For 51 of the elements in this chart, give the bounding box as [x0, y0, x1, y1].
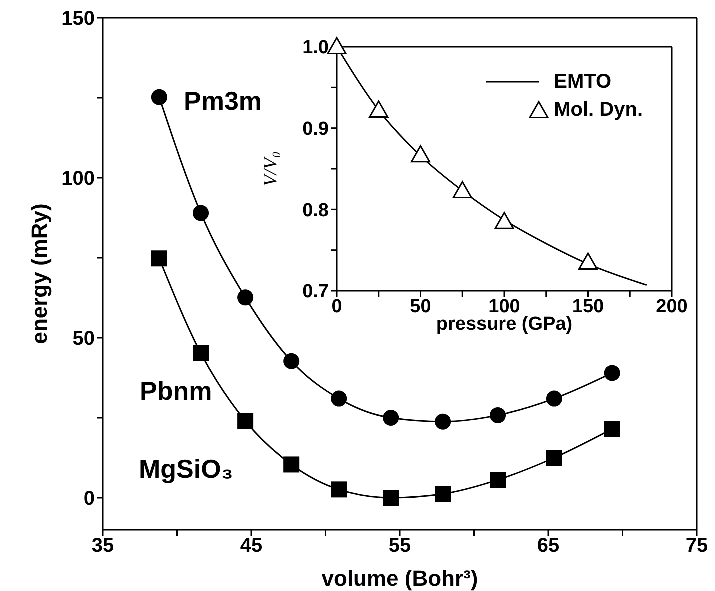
- annotation: MgSiO₃: [139, 454, 234, 485]
- x-tick-label: 0: [332, 296, 342, 318]
- x-tick-label: 55: [388, 535, 412, 558]
- point: [490, 407, 506, 424]
- legend-label: EMTO: [554, 70, 612, 94]
- y-tick-label: 1.0: [302, 38, 329, 59]
- x-tick-label: 50: [410, 296, 432, 318]
- y-tick-label: 0.7: [302, 282, 329, 303]
- y-tick-label: 0.8: [302, 200, 329, 222]
- point: [546, 390, 562, 407]
- point: [238, 413, 254, 430]
- point: [578, 252, 598, 270]
- point: [411, 145, 430, 163]
- point: [604, 421, 620, 438]
- point: [369, 100, 389, 118]
- point: [284, 353, 300, 370]
- point: [331, 482, 348, 498]
- point: [284, 456, 300, 473]
- point: [151, 89, 168, 106]
- point: [435, 486, 452, 502]
- y-axis-title: V/V₀: [260, 151, 282, 187]
- x-tick-label: 35: [92, 535, 114, 558]
- point: [193, 205, 210, 222]
- point: [193, 345, 210, 362]
- point: [435, 414, 452, 430]
- legend-label: Mol. Dyn.: [554, 98, 643, 122]
- annotation: Pbnm: [140, 376, 212, 407]
- point: [494, 212, 514, 230]
- y-tick-label: 150: [62, 8, 95, 30]
- point: [490, 472, 506, 488]
- x-axis-title: volume (Bohr³): [322, 566, 478, 591]
- point: [604, 365, 620, 382]
- point: [452, 181, 472, 198]
- point: [546, 450, 562, 466]
- point: [383, 410, 400, 426]
- y-tick-label: 50: [72, 328, 95, 350]
- x-tick-label: 200: [656, 296, 688, 318]
- point: [383, 490, 400, 506]
- point: [327, 37, 347, 54]
- x-tick-label: 150: [572, 296, 604, 318]
- x-tick-label: 45: [240, 535, 263, 558]
- x-tick-label: 65: [537, 535, 560, 558]
- y-axis-title: energy (mRy): [26, 204, 52, 344]
- point: [151, 250, 168, 267]
- x-tick-label: 75: [686, 535, 708, 558]
- point: [331, 390, 348, 407]
- y-tick-label: 0: [84, 488, 95, 510]
- y-tick-label: 100: [62, 168, 95, 190]
- annotation: Pm3m: [184, 86, 262, 117]
- y-tick-label: 0.9: [302, 119, 329, 140]
- point: [238, 290, 254, 306]
